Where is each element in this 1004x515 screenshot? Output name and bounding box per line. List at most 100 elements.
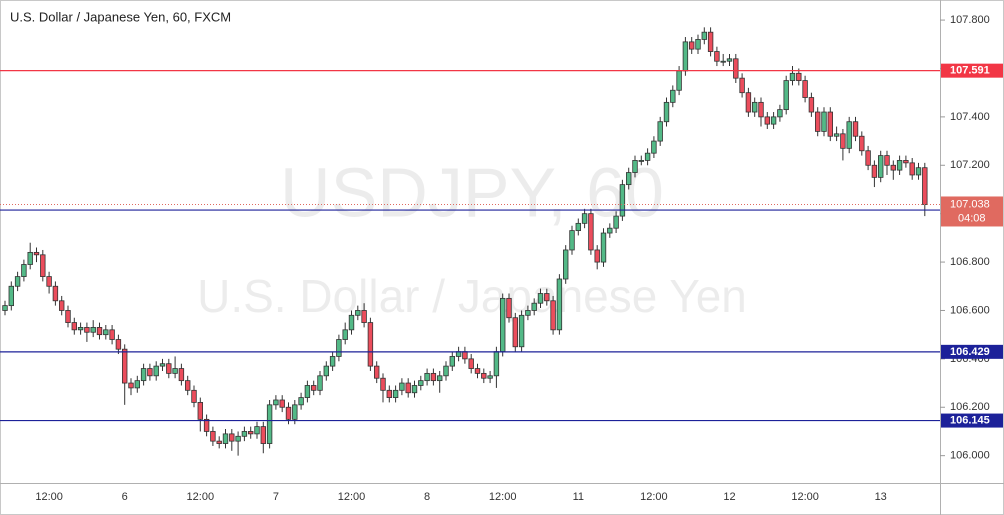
candle-body	[386, 389, 392, 398]
candle-body	[65, 310, 71, 323]
candle-body	[418, 380, 424, 386]
y-tick-label: 107.200	[950, 159, 990, 171]
watermark-symbol: USDJPY, 60	[280, 153, 664, 231]
candle-body	[745, 92, 752, 113]
candle-body	[310, 385, 317, 391]
candle-body	[487, 375, 493, 379]
candle-body	[607, 227, 613, 234]
x-tick-label: 12:00	[791, 491, 819, 503]
x-tick-label: 7	[273, 491, 279, 503]
y-tick-label: 106.000	[950, 450, 990, 462]
candle-body	[355, 310, 361, 316]
candle-body	[626, 172, 632, 186]
candle-body	[348, 314, 355, 331]
x-tick-label: 13	[875, 491, 887, 503]
candle-body	[859, 135, 865, 152]
x-tick-label: 12:00	[338, 491, 366, 503]
candle-body	[903, 160, 909, 164]
candle-body	[184, 380, 191, 391]
candle-body	[159, 363, 166, 367]
candle-body	[172, 368, 178, 374]
y-tick-label: 106.800	[950, 256, 990, 268]
level-label: 106.145	[950, 414, 990, 426]
y-tick-label: 107.400	[950, 111, 990, 123]
candle-body	[827, 111, 833, 137]
candle-body	[896, 160, 903, 171]
candle-body	[789, 72, 796, 81]
candle-body	[21, 264, 27, 277]
candle-body	[96, 327, 103, 336]
candle-body	[59, 300, 65, 311]
candle-body	[802, 80, 808, 98]
candle-body	[651, 140, 657, 154]
candle-body	[714, 51, 720, 62]
candle-body	[878, 155, 884, 178]
candle-body	[298, 397, 304, 406]
candle-body	[260, 426, 266, 444]
candle-body	[468, 358, 474, 369]
candle-body	[783, 80, 789, 111]
candle-body	[840, 133, 846, 149]
candle-body	[909, 162, 915, 176]
candle-body	[8, 285, 14, 307]
candle-body	[915, 167, 922, 176]
candle-body	[796, 72, 802, 81]
candle-body	[871, 164, 878, 178]
candle-body	[632, 160, 638, 173]
candle-body	[210, 431, 216, 442]
candle-body	[178, 368, 185, 382]
candle-body	[594, 249, 600, 263]
candle-body	[241, 431, 248, 437]
candle-body	[777, 109, 783, 118]
candle-body	[512, 317, 518, 348]
candle-body	[644, 152, 651, 161]
countdown-label: 04:08	[958, 212, 986, 224]
candle-body	[518, 314, 525, 348]
candle-body	[128, 382, 134, 389]
candle-body	[235, 435, 241, 442]
candle-body	[77, 327, 84, 331]
x-tick-label: 12:00	[35, 491, 63, 503]
candle-body	[399, 382, 405, 391]
candle-body	[292, 404, 298, 420]
candle-body	[285, 406, 292, 420]
candle-body	[758, 101, 764, 118]
candle-body	[922, 167, 928, 205]
candle-body	[336, 339, 342, 357]
candle-body	[46, 276, 52, 287]
level-label: 106.429	[950, 346, 990, 358]
candle-body	[103, 329, 109, 336]
candle-body	[411, 385, 418, 394]
candle-body	[821, 111, 827, 132]
candle-body	[392, 389, 399, 398]
y-tick-label: 107.800	[950, 14, 990, 26]
candle-body	[14, 276, 21, 287]
candle-body	[613, 215, 619, 229]
candle-body	[531, 302, 537, 311]
candle-body	[273, 399, 279, 406]
candle-body	[342, 329, 348, 340]
candle-body	[833, 133, 840, 137]
candle-body	[122, 348, 128, 384]
candle-body	[695, 39, 701, 50]
candle-body	[499, 297, 506, 353]
candle-body	[153, 365, 159, 377]
candle-body	[405, 382, 411, 394]
candle-body	[638, 160, 644, 162]
candle-body	[739, 77, 745, 94]
candle-body	[40, 254, 46, 277]
candle-body	[890, 164, 896, 171]
candle-body	[449, 356, 455, 367]
candle-body	[216, 440, 222, 444]
candle-body	[115, 339, 122, 350]
candle-body	[329, 356, 336, 367]
candle-body	[852, 121, 859, 137]
candle-body	[191, 389, 197, 403]
candle-body	[770, 116, 777, 125]
x-tick-label: 8	[424, 491, 430, 503]
candle-body	[304, 385, 311, 398]
candle-body	[707, 31, 714, 52]
watermark-name: U.S. Dollar / Japanese Yen	[197, 270, 747, 322]
